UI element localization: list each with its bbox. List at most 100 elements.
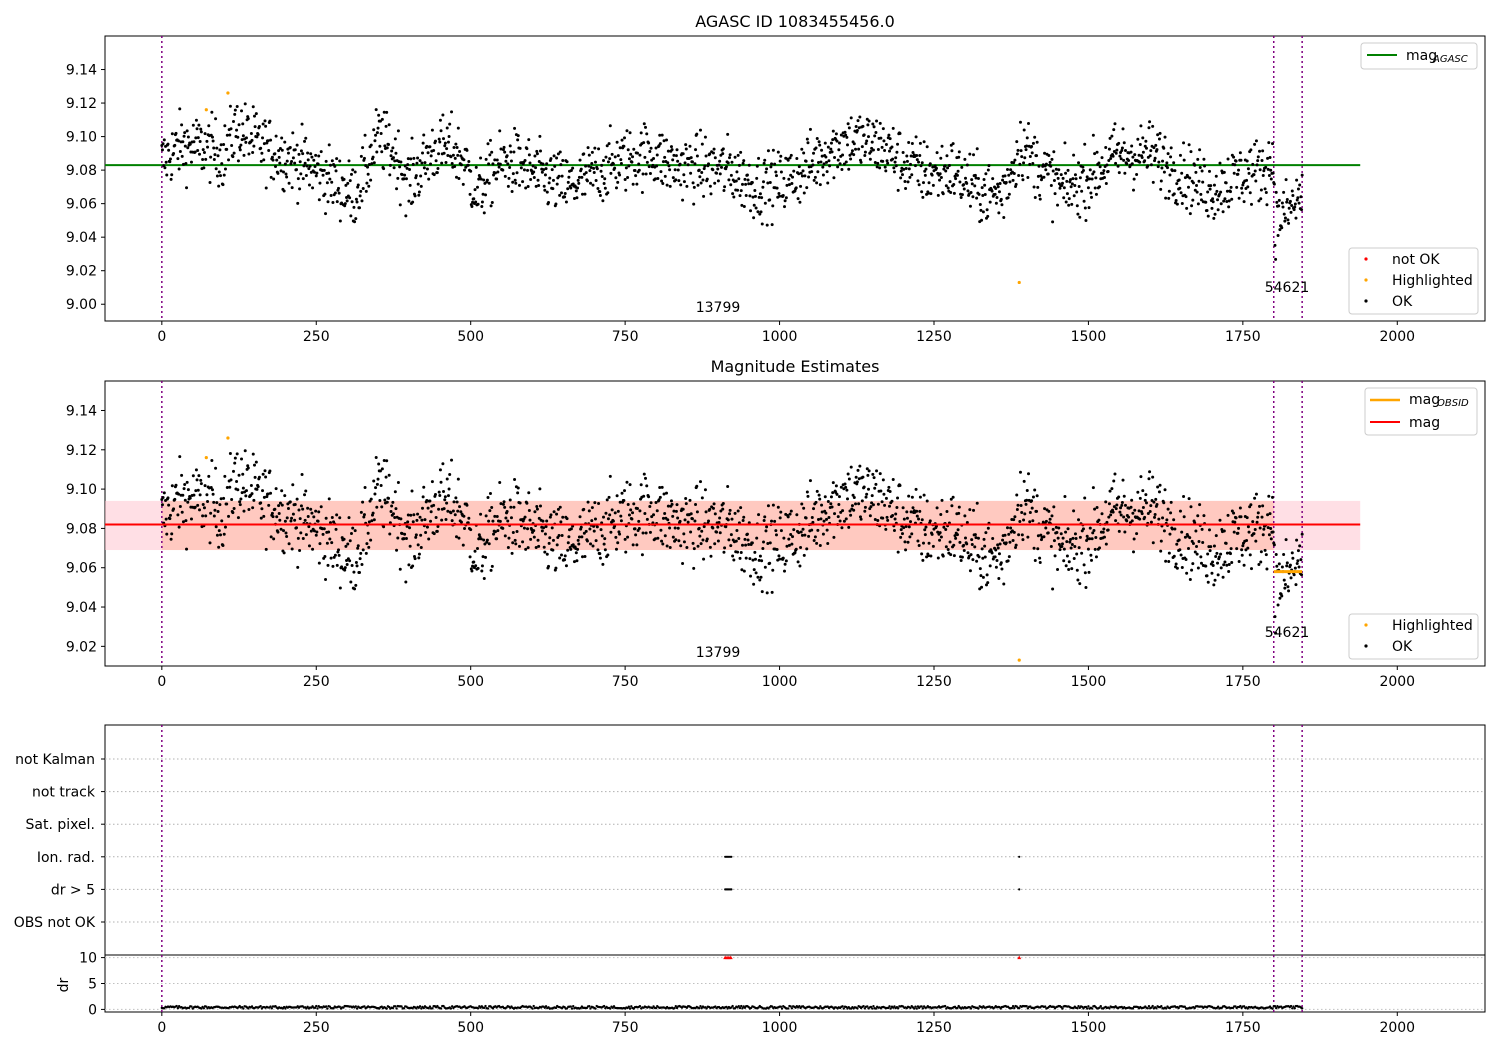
- ok-point: [462, 158, 466, 162]
- ok-point: [243, 102, 247, 106]
- y-tick-label: 9.10: [66, 482, 97, 498]
- ok-point: [1078, 215, 1082, 219]
- ok-point: [1283, 586, 1287, 590]
- ok-point: [775, 548, 779, 552]
- ok-point: [979, 574, 983, 578]
- ok-point: [504, 516, 508, 520]
- ok-point: [501, 148, 505, 152]
- ok-point: [233, 112, 237, 116]
- ok-point: [873, 134, 877, 138]
- ok-point: [170, 173, 174, 177]
- ok-point: [901, 151, 905, 155]
- ok-point: [871, 148, 875, 152]
- ok-point: [1237, 196, 1241, 200]
- ok-point: [231, 469, 235, 473]
- ok-point: [486, 495, 490, 499]
- ok-point: [462, 514, 466, 518]
- ok-point: [694, 148, 698, 152]
- ok-point: [929, 192, 933, 196]
- panel-agasc-title: AGASC ID 1083455456.0: [695, 12, 895, 31]
- dr-point: [741, 1007, 744, 1010]
- ok-point: [631, 182, 635, 186]
- ok-point: [383, 144, 387, 148]
- ok-point: [826, 145, 830, 149]
- ok-point: [1148, 154, 1152, 158]
- ok-point: [1295, 561, 1299, 565]
- ok-point: [895, 150, 899, 154]
- ok-point: [845, 488, 849, 492]
- ok-point: [1093, 152, 1097, 156]
- ok-point: [1261, 149, 1265, 153]
- ok-point: [957, 155, 961, 159]
- ok-point: [260, 151, 264, 155]
- ok-point: [917, 543, 921, 547]
- ok-point: [225, 147, 229, 151]
- ok-point: [450, 110, 454, 114]
- ok-point: [491, 162, 495, 166]
- ok-point: [806, 494, 810, 498]
- ok-point: [335, 157, 339, 161]
- ok-point: [168, 513, 172, 517]
- ok-point: [1035, 140, 1039, 144]
- ok-point: [486, 142, 490, 146]
- ok-point: [733, 155, 737, 159]
- ok-point: [1153, 156, 1157, 160]
- ok-point: [766, 181, 770, 185]
- ok-point: [670, 502, 674, 506]
- ok-point: [396, 480, 400, 484]
- dr-point: [638, 1004, 642, 1008]
- ok-point: [988, 564, 992, 568]
- ok-point: [310, 155, 314, 159]
- ok-point: [626, 535, 630, 539]
- ok-point: [369, 497, 373, 501]
- ok-point: [1269, 177, 1273, 181]
- ok-point: [1077, 185, 1081, 189]
- ok-point: [354, 217, 358, 221]
- legend-mag-label: mag: [1406, 48, 1437, 64]
- ok-point: [881, 478, 885, 482]
- ok-point: [1206, 190, 1210, 194]
- ok-point: [359, 510, 363, 514]
- ok-point: [1254, 179, 1258, 183]
- ok-point: [1147, 477, 1151, 481]
- ok-point: [418, 515, 422, 519]
- ok-point: [1052, 539, 1056, 543]
- ok-point: [745, 532, 749, 536]
- ok-point: [901, 506, 905, 510]
- ok-point: [603, 537, 607, 541]
- ok-point: [527, 138, 531, 142]
- ok-point: [1285, 197, 1289, 201]
- ok-point: [499, 502, 503, 506]
- ok-point: [862, 485, 866, 489]
- ok-point: [761, 180, 765, 184]
- ok-point: [225, 133, 229, 137]
- ok-point: [420, 161, 424, 165]
- legend-mag-obsid-sub: OBSID: [1437, 398, 1469, 409]
- ok-point: [607, 495, 611, 499]
- ok-point: [1082, 563, 1086, 567]
- ok-point: [1255, 520, 1259, 524]
- ok-point: [1077, 518, 1081, 522]
- ok-point: [266, 139, 270, 143]
- ok-point: [684, 147, 688, 151]
- ok-point: [921, 541, 925, 545]
- ok-point: [443, 495, 447, 499]
- ok-point: [563, 558, 567, 562]
- ok-point: [944, 545, 948, 549]
- ok-point: [880, 500, 884, 504]
- ok-point: [547, 201, 551, 205]
- dr-point: [391, 1006, 395, 1010]
- ok-point: [1084, 585, 1088, 589]
- ok-point: [390, 149, 394, 153]
- ok-point: [1246, 525, 1250, 529]
- ok-point: [1065, 192, 1069, 196]
- ok-point: [883, 165, 887, 169]
- ok-point: [775, 186, 779, 190]
- ok-point: [1269, 537, 1273, 541]
- ok-point: [984, 531, 988, 535]
- ok-point: [237, 473, 241, 477]
- ok-point: [678, 162, 682, 166]
- ok-point: [808, 127, 812, 131]
- ok-point: [593, 517, 597, 521]
- ok-point: [673, 168, 677, 172]
